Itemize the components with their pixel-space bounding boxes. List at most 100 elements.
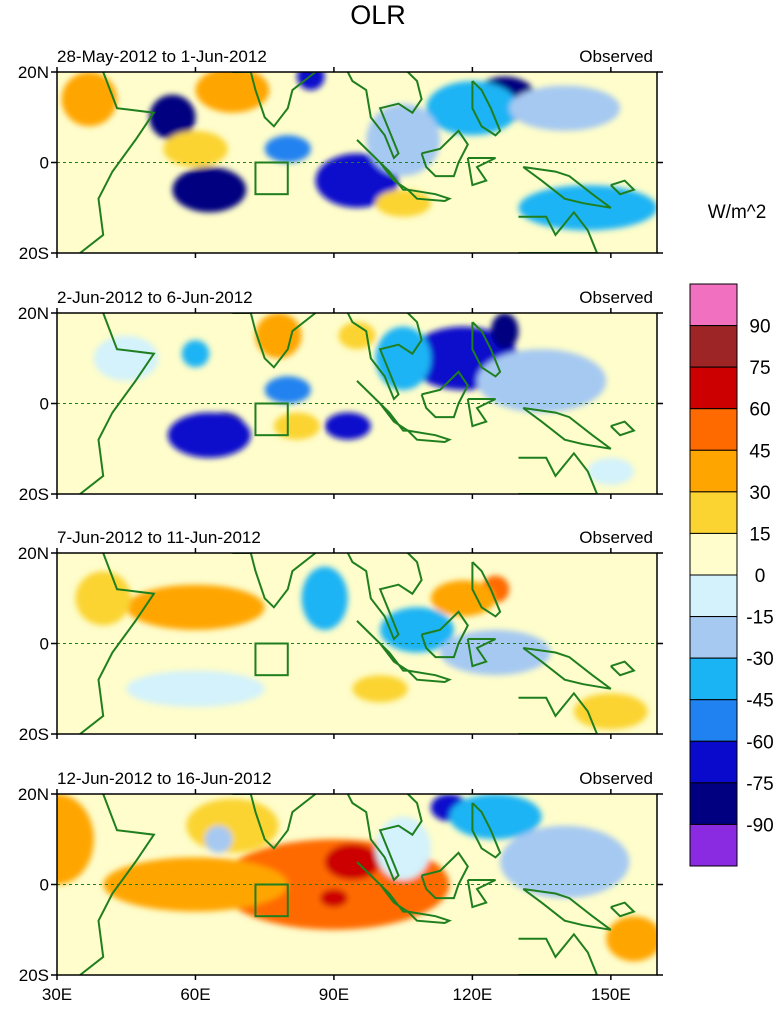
anomaly-cell [587,457,634,485]
colorbar-label: 0 [755,566,766,587]
y-tick-label: 0 [40,635,49,654]
colorbar-label: -60 [746,732,773,753]
coastline [333,313,423,401]
anomaly-cell [186,798,279,853]
region-box [254,161,289,196]
coastline [518,932,599,975]
x-tick-label: 30E [42,985,72,1004]
coastline [407,429,452,444]
coastline [232,313,317,369]
coastline [522,166,612,209]
colorbar-label: -15 [746,608,773,629]
chart-title: OLR [350,0,406,30]
coastline [420,129,469,178]
anomaly-cell [204,825,233,853]
colorbar-swatch [689,782,738,825]
colorbar-swatch [689,657,738,701]
coastline [333,794,423,882]
olr-panel: 20N 0 20S 28-May-2012 to 1-Jun-2012 Observed [18,47,663,263]
panel-label: Observed [579,288,653,307]
coastline [79,794,156,975]
anomaly-cell [315,153,399,208]
region-box [254,642,289,677]
anomaly-cell [93,335,159,381]
coastline [518,210,599,253]
anomaly-cell [126,584,265,630]
colorbar-swatch [689,449,738,493]
anomaly-cell [324,412,371,440]
panel-period: 28-May-2012 to 1-Jun-2012 [57,47,267,66]
y-tick-label: 20S [19,485,49,504]
colorbar-label: 75 [749,358,770,379]
coastline [407,910,452,925]
colorbar-label: -30 [746,649,773,670]
x-tick-label: 60E [180,985,210,1004]
anomaly-cell [366,103,441,177]
coastline [232,72,317,128]
anomaly-cell [172,167,247,213]
coastline [407,669,452,684]
anomaly-cell [380,607,454,653]
panel-period: 7-Jun-2012 to 11-Jun-2012 [57,528,261,547]
anomaly-cell [440,629,551,676]
y-tick-label: 20S [19,725,49,744]
anomaly-cell [500,825,630,899]
anomaly-cell [181,340,210,368]
y-tick-label: 0 [40,395,49,414]
colorbar-swatch [689,532,738,576]
coastline [420,370,469,419]
anomaly-cell [509,85,621,131]
coastline [333,72,423,160]
coastline [471,802,502,859]
colorbar-swatch [689,740,738,784]
colorbar-label: 30 [749,483,770,504]
anomaly-cell [297,72,325,91]
coastline [466,157,496,187]
olr-panel: 20N 0 20S 12-Jun-2012 to 16-Jun-2012 Observe… [18,769,663,985]
anomaly-cell [149,94,196,140]
coastline [610,901,636,918]
colorbar-swatch [689,283,738,327]
anomaly-cell [375,816,431,880]
x-tick-label: 120E [453,985,493,1004]
coastline [522,407,612,450]
colorbar-swatch [689,408,738,451]
coastline [79,72,156,253]
anomaly-cell [324,843,381,881]
coastline [610,420,636,437]
coastline [518,691,599,734]
anomaly-cell [61,72,117,127]
coastline [466,879,496,909]
colorbar-swatch [689,325,738,368]
anomaly-cell [476,349,607,413]
anomaly-cell [163,130,228,167]
y-tick-label: 0 [40,154,49,173]
panel-label: Observed [579,769,653,788]
colorbar-swatch [689,574,738,618]
anomaly-cell [375,189,431,217]
y-tick-label: 20N [18,544,49,563]
coastline [471,80,502,137]
coastline [79,553,156,734]
coastline [232,553,317,609]
coastline [610,660,636,677]
anomaly-cell [490,313,519,350]
anomaly-cell [75,571,131,626]
coastline [407,188,452,203]
panel-label: Observed [579,47,653,66]
y-tick-label: 20S [19,244,49,263]
colorbar-label: -90 [746,815,773,836]
y-tick-label: 0 [40,876,49,895]
region-box [254,883,289,918]
colorbar-swatch [689,699,738,742]
anomaly-cell [57,794,94,885]
anomaly-cell [264,135,311,163]
coastline [466,398,496,428]
colorbar-label: 60 [749,400,770,421]
colorbar-swatch [689,616,738,659]
anomaly-cell [167,412,251,458]
anomaly-cell [273,412,321,440]
colorbar-swatch [689,491,738,534]
coastline [333,553,423,641]
